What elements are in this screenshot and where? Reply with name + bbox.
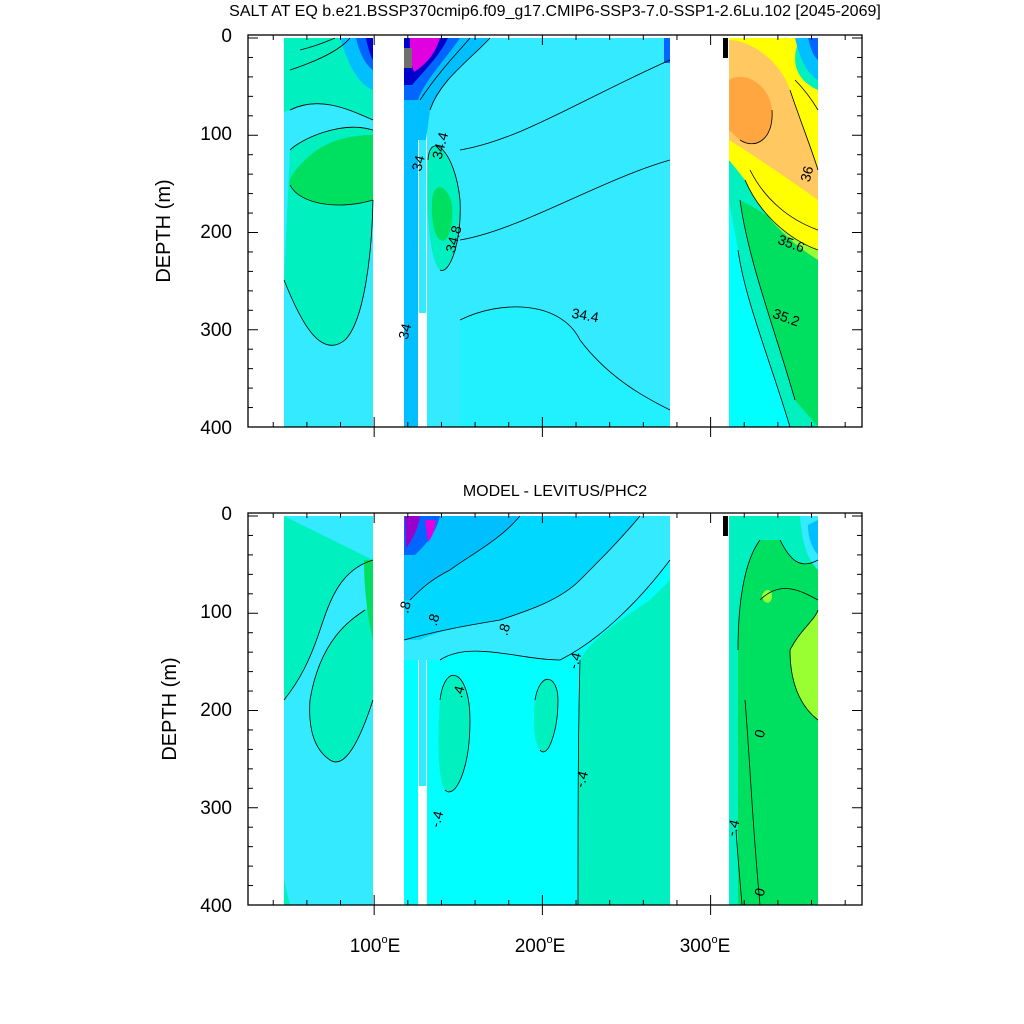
bottom-indian-seagreen (309, 600, 373, 762)
top-pacific-cyan-deep (460, 306, 670, 427)
x-tick-label-300e: 300oE (680, 934, 731, 957)
x-tick-label-100e: 100oE (350, 934, 401, 957)
contour-label: 34.4 (429, 130, 452, 161)
bottom-indian-green (364, 560, 373, 640)
top-y-tick-label: 200 (200, 222, 232, 243)
top-y-ticks (248, 37, 862, 428)
contour-label: 34.4 (570, 305, 600, 326)
bottom-atlantic-lime-small (762, 590, 772, 603)
bottom-frame (247, 512, 863, 906)
contour-label: 0 (751, 886, 769, 898)
contour-label: -.4 (723, 818, 743, 838)
bottom-y-tick-label: 0 (221, 504, 232, 525)
bottom-pacific-seagreen-lens (438, 675, 470, 792)
top-segment-maritime-2 (419, 38, 426, 313)
top-frame (247, 34, 863, 428)
top-chart-title: SALT AT EQ b.e21.BSSP370cmip6.f09_g17.CM… (229, 3, 881, 20)
top-indian-blue-3 (366, 38, 373, 60)
contour-label: -.4 (427, 809, 447, 829)
bottom-axes: 0 100 200 300 400 DEPTH (m) 100oE 200oE … (159, 504, 863, 957)
bottom-pacific-blue-pool (404, 516, 520, 600)
bottom-pacific-seagreen-east (578, 580, 670, 905)
contour-label: 34.8 (442, 224, 465, 255)
contour-label: -.4 (571, 769, 591, 789)
top-contour-lines (283, 37, 819, 427)
x-tick-label-200e: 200oE (515, 934, 566, 957)
top-y-tick-labels: 0 100 200 300 400 (200, 26, 232, 439)
top-y-tick-label: 400 (200, 418, 232, 439)
bottom-x-tick-labels: 100oE 200oE 300oE (350, 934, 731, 957)
bottom-y-ticks (248, 515, 862, 906)
bottom-pacific-seagreen-lens-2 (533, 679, 558, 752)
top-y-tick-label: 300 (200, 320, 232, 341)
top-y-axis-label: DEPTH (m) (153, 179, 175, 282)
top-x-ticks (272, 35, 846, 437)
bottom-y-axis-label: DEPTH (m) (159, 657, 181, 760)
top-pacific-east-blue (664, 38, 670, 63)
bottom-y-tick-label: 300 (200, 798, 232, 819)
bottom-atlantic-black-strip (723, 516, 728, 536)
top-pacific-gray (404, 48, 412, 68)
bottom-pacific-magenta-2 (425, 520, 436, 542)
contour-label: .8 (424, 612, 443, 628)
bottom-x-ticks (272, 513, 846, 915)
contour-label: .8 (395, 599, 414, 615)
top-pacific-magenta (410, 38, 440, 72)
top-y-tick-label: 0 (221, 26, 232, 47)
top-pacific-green-lens (431, 187, 453, 241)
bottom-contour-lines (283, 515, 819, 905)
bottom-atlantic-lime (790, 610, 818, 720)
top-indian-green-core (289, 135, 373, 205)
contour-label: 36 (797, 164, 817, 183)
bottom-y-tick-labels: 0 100 200 300 400 (200, 504, 232, 917)
top-atlantic-orange (729, 76, 773, 144)
bottom-y-tick-label: 100 (200, 602, 232, 623)
contour-label: .4 (449, 684, 468, 700)
top-atlantic-dark-corner (808, 38, 818, 60)
top-axes: 0 100 200 300 400 DEPTH (m) (153, 26, 863, 439)
top-y-tick-label: 100 (200, 124, 232, 145)
top-plot-area (283, 37, 819, 427)
bottom-atlantic-blue-2 (808, 520, 818, 555)
contour-label: 0 (751, 727, 769, 739)
bottom-y-tick-label: 200 (200, 700, 232, 721)
contour-label: -.4 (565, 650, 585, 670)
bottom-chart-title: MODEL - LEVITUS/PHC2 (463, 483, 647, 500)
top-atlantic-green (740, 200, 818, 427)
top-segment-pacific (427, 38, 670, 427)
contour-label: .8 (495, 622, 514, 638)
bottom-plot-area (283, 515, 819, 905)
contour-label: 34 (408, 153, 428, 172)
top-atlantic-black-strip (723, 38, 728, 58)
bottom-y-tick-label: 400 (200, 896, 232, 917)
bottom-contour-labels: .8 .8 .8 -.4 .4 -.4 -.4 0 -.4 0 (395, 599, 768, 898)
bottom-pacific-magenta (405, 516, 420, 548)
contour-label: 34 (395, 322, 415, 341)
